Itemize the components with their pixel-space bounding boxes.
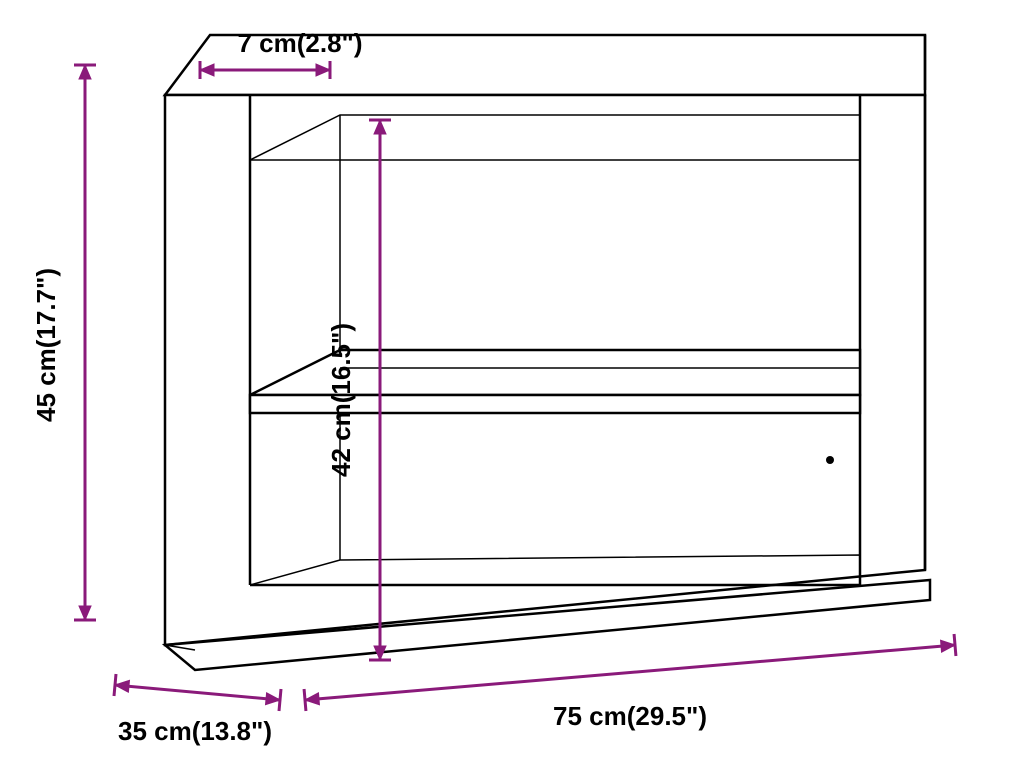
svg-text:7 cm(2.8"): 7 cm(2.8") bbox=[237, 28, 362, 58]
svg-text:35 cm(13.8"): 35 cm(13.8") bbox=[118, 716, 272, 746]
svg-text:42 cm(16.5"): 42 cm(16.5") bbox=[326, 323, 356, 477]
svg-text:45 cm(17.7"): 45 cm(17.7") bbox=[31, 268, 61, 422]
svg-text:75 cm(29.5"): 75 cm(29.5") bbox=[553, 701, 707, 731]
